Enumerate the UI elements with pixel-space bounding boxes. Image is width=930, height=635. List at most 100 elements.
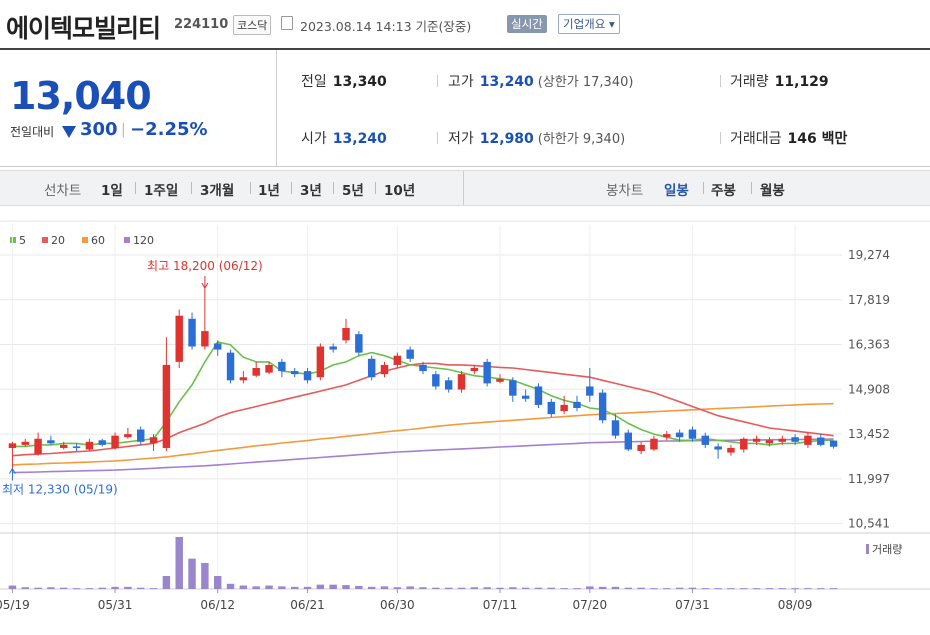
- volume-bar: [457, 587, 466, 589]
- volume-bar: [560, 588, 568, 590]
- x-tick-label: 05/19: [0, 598, 30, 612]
- divider: [720, 132, 721, 144]
- volume-bar: [650, 588, 658, 590]
- stock-code: 224110: [174, 17, 229, 32]
- candle-body: [470, 368, 479, 372]
- candle-body: [560, 404, 568, 412]
- divider: [437, 75, 438, 87]
- y-tick-label: 17,819: [848, 293, 890, 307]
- volume-bar: [714, 588, 722, 590]
- chart-area: 5 20 60 120 19,274 17,819 16,363 14,908 13,452 1…: [0, 205, 930, 631]
- volume-bar: [393, 587, 402, 589]
- volume-bar: [470, 587, 479, 589]
- volume-bar: [342, 585, 350, 589]
- candle-body: [8, 443, 17, 448]
- company-overview-dropdown[interactable]: 기업개요 ▾: [558, 14, 620, 34]
- candle-body: [817, 437, 825, 445]
- volume-bar: [111, 586, 119, 589]
- divider: [291, 182, 292, 194]
- high-annotation: 최고 18,200 (06/12): [147, 259, 263, 273]
- candle-body: [675, 432, 684, 438]
- range-3m-button[interactable]: 3개월: [200, 183, 235, 199]
- volume-bar: [252, 586, 260, 589]
- volume-bar: [162, 576, 171, 589]
- legend-label: 60: [91, 234, 105, 247]
- candle-body: [34, 438, 42, 455]
- volume-bar: [701, 588, 709, 590]
- range-1d-button[interactable]: 1일: [101, 183, 123, 199]
- lower-limit: (하한가 9,340): [537, 132, 626, 147]
- candle-body: [740, 438, 748, 450]
- volume-bar: [765, 588, 774, 590]
- high-value: 13,240: [479, 74, 534, 90]
- ma120-line: [12, 438, 834, 474]
- candle-body: [355, 334, 363, 353]
- legend-label: 20: [51, 234, 65, 247]
- volume-bar: [624, 587, 633, 589]
- range-1w-button[interactable]: 1주일: [144, 183, 179, 199]
- candle-body: [624, 432, 633, 450]
- monthly-candle-button[interactable]: 월봉: [760, 183, 785, 199]
- x-tick-label: 06/21: [290, 598, 325, 612]
- volume-bar: [547, 587, 556, 589]
- candle-body: [765, 440, 774, 444]
- candle-body: [21, 441, 29, 445]
- candle-body: [393, 355, 402, 365]
- candle-body: [380, 364, 389, 375]
- candle-body: [688, 429, 697, 439]
- candle-body: [432, 374, 440, 387]
- volume-bar: [188, 558, 196, 589]
- candle-body: [406, 349, 414, 359]
- range-3y-button[interactable]: 3년: [300, 183, 322, 199]
- volume-bar: [432, 587, 440, 589]
- candle-body: [290, 371, 299, 375]
- candlestick-chart: 5 20 60 120 19,27417,81916,36314,90813,4521…: [0, 220, 930, 612]
- x-axis-labels: 05/19 05/31 06/12 06/21 06/30 07/11 07/20 07/31…: [0, 589, 812, 612]
- volume-bar: [380, 586, 389, 589]
- volume-bar: [124, 586, 132, 589]
- calendar-icon: [281, 16, 293, 30]
- candle-body: [714, 446, 722, 450]
- candle-body: [534, 386, 543, 405]
- volume-bar: [688, 587, 697, 589]
- candle-body: [72, 446, 81, 448]
- divider: [250, 182, 251, 194]
- volume-bar: [727, 588, 735, 590]
- volume-bar: [201, 563, 209, 589]
- legend-swatch: [82, 237, 88, 243]
- down-triangle-icon: [62, 126, 76, 138]
- volume-bar: [149, 588, 158, 590]
- volume-bar: [226, 583, 235, 589]
- high-cell: 고가 13,240 (상한가 17,340): [448, 71, 633, 91]
- low-value: 12,980: [479, 131, 534, 147]
- volume-bar: [829, 588, 838, 590]
- volume-bar: [509, 587, 517, 589]
- volume-bar: [534, 587, 543, 589]
- range-10y-button[interactable]: 10년: [384, 183, 416, 199]
- weekly-candle-button[interactable]: 주봉: [711, 183, 736, 199]
- y-axis-labels: 19,274 17,819 16,363 14,908 13,452 11,997 10,5…: [848, 248, 890, 531]
- divider: [751, 182, 752, 194]
- prev-close-cell: 전일 13,340: [301, 71, 387, 91]
- candle-body: [239, 377, 248, 381]
- x-tick-label: 06/12: [200, 598, 235, 612]
- volume-bar: [598, 586, 607, 589]
- candle-body: [701, 435, 709, 445]
- candle-body: [419, 364, 427, 372]
- divider: [703, 182, 704, 194]
- candle-body: [252, 368, 260, 376]
- volume-bar: [663, 588, 671, 590]
- volume-bar: [8, 585, 17, 589]
- amount-value: 146 백만: [787, 131, 848, 147]
- candle-body: [278, 361, 286, 372]
- range-1y-button[interactable]: 1년: [258, 183, 280, 199]
- realtime-button[interactable]: 실시간: [507, 15, 547, 33]
- candle-body: [342, 328, 350, 341]
- open-value: 13,240: [332, 131, 387, 147]
- daily-candle-button[interactable]: 일봉: [664, 183, 689, 199]
- candle-body: [226, 352, 235, 381]
- volume-bar: [444, 587, 453, 589]
- candle-body: [85, 441, 94, 450]
- candle-body: [316, 346, 325, 378]
- range-5y-button[interactable]: 5년: [342, 183, 364, 199]
